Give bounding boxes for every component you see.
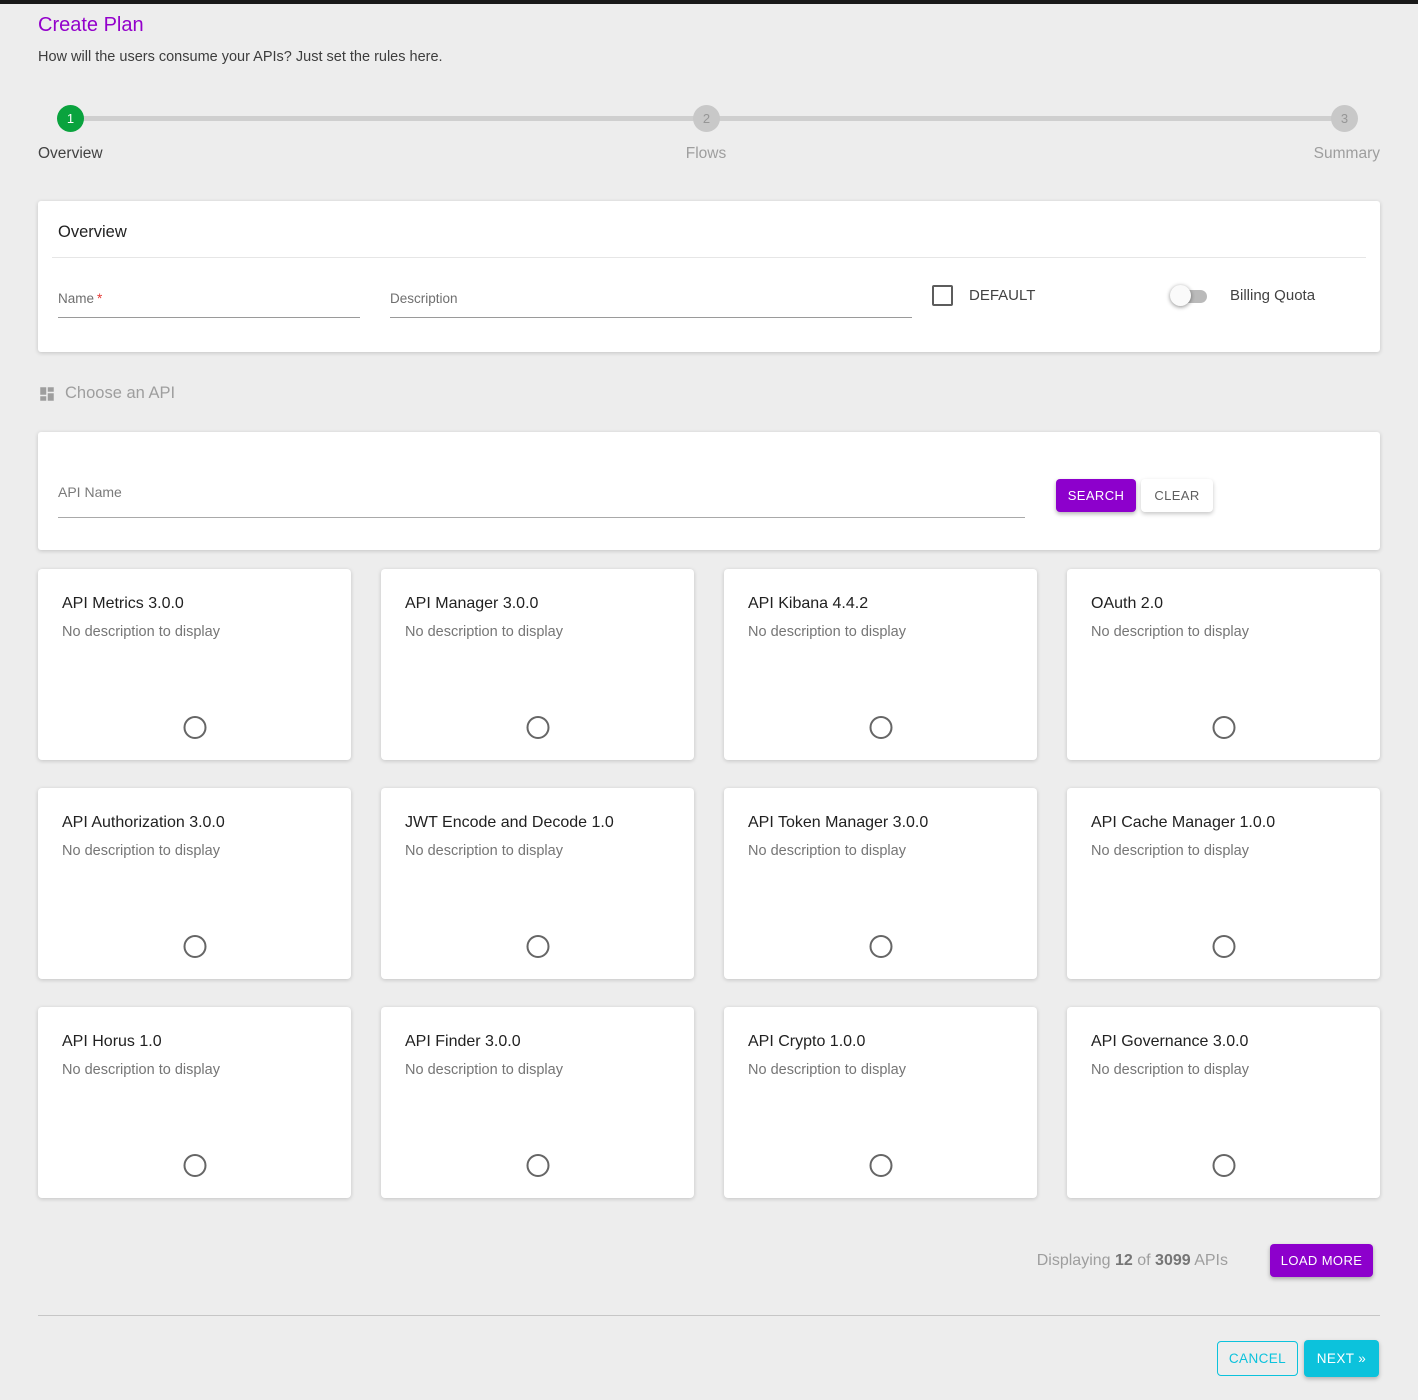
dashboard-icon [40,386,54,401]
api-card[interactable]: API Kibana 4.4.2 No description to displ… [724,569,1037,760]
billing-quota-label: Billing Quota [1230,286,1316,304]
api-select-radio[interactable] [526,716,549,739]
api-card-description: No description to display [1091,624,1249,640]
api-card-description: No description to display [748,1062,906,1078]
pagination-of: of [1137,1252,1151,1269]
step-label-overview: Overview [38,145,103,162]
name-field-label: Name [58,291,95,306]
api-select-radio[interactable] [183,716,206,739]
wizard-stepper: 1 2 3 Overview Flows Summary [38,105,1380,167]
choose-api-title: Choose an API [65,384,176,402]
api-name-input-label: API Name [58,484,122,500]
api-card-title: API Kibana 4.4.2 [748,595,869,612]
billing-quota-toggle[interactable] [1170,283,1208,307]
api-card-description: No description to display [405,843,563,859]
api-card-grid: API Metrics 3.0.0 No description to disp… [38,569,1380,1198]
name-field[interactable]: Name * [58,290,360,318]
api-name-input-underline [58,517,1025,518]
api-card[interactable]: OAuth 2.0 No description to display [1067,569,1380,760]
api-select-radio[interactable] [183,1154,206,1177]
step-circle-overview[interactable]: 1 [57,105,84,132]
top-window-strip [0,0,1418,4]
api-card-title: JWT Encode and Decode 1.0 [405,814,614,831]
overview-form-panel: Overview Name * Description DEFAULT Billi… [38,201,1380,352]
billing-quota-toggle-wrap: Billing Quota [1170,283,1315,307]
api-select-radio[interactable] [526,935,549,958]
overview-divider [52,257,1366,258]
overview-section-title: Overview [58,223,127,241]
name-field-underline [58,317,360,318]
default-checkbox-wrap: DEFAULT [932,285,1035,306]
api-select-radio[interactable] [869,935,892,958]
api-select-radio[interactable] [1212,716,1235,739]
api-card-title: API Finder 3.0.0 [405,1033,521,1050]
api-card-description: No description to display [62,624,220,640]
api-card-description: No description to display [748,843,906,859]
api-card-description: No description to display [748,624,906,640]
api-card-title: API Governance 3.0.0 [1091,1033,1249,1050]
api-card-description: No description to display [405,624,563,640]
api-card-title: API Manager 3.0.0 [405,595,539,612]
api-select-radio[interactable] [526,1154,549,1177]
api-card[interactable]: API Metrics 3.0.0 No description to disp… [38,569,351,760]
cancel-button[interactable]: CANCEL [1217,1341,1298,1376]
toggle-thumb [1170,285,1191,306]
default-checkbox[interactable] [932,285,953,306]
api-card[interactable]: API Token Manager 3.0.0 No description t… [724,788,1037,979]
api-card-description: No description to display [405,1062,563,1078]
api-card-description: No description to display [1091,843,1249,859]
api-card[interactable]: API Cache Manager 1.0.0 No description t… [1067,788,1380,979]
page-title: Create Plan [38,14,144,36]
api-card-title: API Cache Manager 1.0.0 [1091,814,1276,831]
api-card-title: API Token Manager 3.0.0 [748,814,929,831]
pagination-shown-count: 12 [1115,1252,1133,1269]
search-button[interactable]: SEARCH [1056,479,1136,512]
api-card[interactable]: API Governance 3.0.0 No description to d… [1067,1007,1380,1198]
api-card[interactable]: API Crypto 1.0.0 No description to displ… [724,1007,1037,1198]
api-select-radio[interactable] [869,716,892,739]
name-required-asterisk: * [97,291,103,306]
description-field[interactable]: Description [390,290,912,318]
api-card[interactable]: API Manager 3.0.0 No description to disp… [381,569,694,760]
api-card-description: No description to display [62,1062,220,1078]
api-card[interactable]: JWT Encode and Decode 1.0 No description… [381,788,694,979]
api-select-radio[interactable] [869,1154,892,1177]
pagination-suffix: APIs [1194,1252,1228,1269]
api-card-description: No description to display [1091,1062,1249,1078]
next-button[interactable]: NEXT » [1304,1340,1379,1377]
step-circle-flows[interactable]: 2 [693,105,720,132]
api-card-title: API Horus 1.0 [62,1033,162,1050]
api-card-title: API Authorization 3.0.0 [62,814,225,831]
description-field-label: Description [390,291,458,306]
description-field-underline [390,317,912,318]
page-subtitle: How will the users consume your APIs? Ju… [38,49,443,65]
api-select-radio[interactable] [183,935,206,958]
clear-button[interactable]: CLEAR [1141,479,1213,512]
default-checkbox-label: DEFAULT [969,287,1036,304]
api-card-title: API Metrics 3.0.0 [62,595,184,612]
api-card[interactable]: API Finder 3.0.0 No description to displ… [381,1007,694,1198]
pagination-prefix: Displaying [1036,1252,1111,1269]
pagination-total-count: 3099 [1155,1252,1191,1269]
step-label-flows: Flows [685,145,727,162]
choose-api-header: Choose an API [38,384,175,403]
footer-divider [38,1315,1380,1316]
api-card-description: No description to display [62,843,220,859]
step-label-summary: Summary [1313,145,1380,162]
api-name-input[interactable]: API Name [58,484,1025,520]
api-card-title: API Crypto 1.0.0 [748,1033,866,1050]
load-more-button[interactable]: LOAD MORE [1270,1244,1373,1277]
pagination-status: Displaying 12 of 3099 APIs [1037,1252,1228,1270]
api-select-radio[interactable] [1212,1154,1235,1177]
api-select-radio[interactable] [1212,935,1235,958]
api-card[interactable]: API Authorization 3.0.0 No description t… [38,788,351,979]
step-circle-summary[interactable]: 3 [1331,105,1358,132]
api-card-title: OAuth 2.0 [1091,595,1164,612]
api-search-panel: API Name SEARCH CLEAR [38,432,1380,550]
api-card[interactable]: API Horus 1.0 No description to display [38,1007,351,1198]
